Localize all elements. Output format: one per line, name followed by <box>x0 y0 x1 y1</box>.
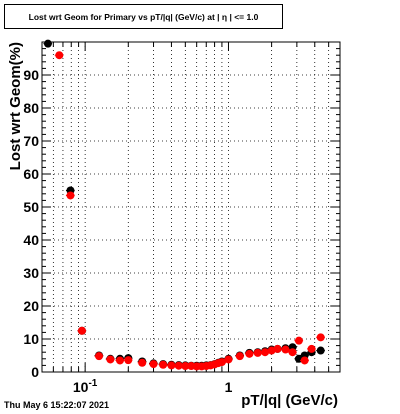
y-tick-label: 0 <box>31 364 39 380</box>
y-tick-label: 40 <box>23 232 39 248</box>
data-point-red <box>167 361 176 370</box>
x-tick-label: 10-1 <box>73 378 98 395</box>
data-point-red <box>300 356 309 365</box>
data-point-red <box>224 355 233 364</box>
data-point-red <box>95 352 104 361</box>
y-tick-label: 60 <box>23 166 39 182</box>
y-tick-label: 20 <box>23 298 39 314</box>
y-tick-label: 50 <box>23 199 39 215</box>
data-point-red <box>106 355 115 364</box>
data-point-black <box>316 346 325 355</box>
data-point-red <box>235 352 244 361</box>
chart-title: Lost wrt Geom for Primary vs pT/|q| (GeV… <box>4 4 283 29</box>
y-axis-title: Lost wrt Geom(%) <box>7 42 24 170</box>
data-point-red <box>261 348 270 357</box>
data-point-red <box>55 51 64 60</box>
data-point-red <box>273 344 282 353</box>
x-tick-label: 1 <box>225 379 233 395</box>
data-point-red <box>245 349 254 358</box>
y-tick-label: 70 <box>23 133 39 149</box>
data-point-red <box>115 356 124 365</box>
data-point-red <box>138 358 147 367</box>
data-point-red <box>174 361 183 370</box>
data-point-red <box>307 344 316 353</box>
data-point-red <box>217 358 226 367</box>
data-point-red <box>253 348 262 357</box>
data-point-red <box>124 356 133 365</box>
y-tick-label: 80 <box>23 100 39 116</box>
grid-layer <box>41 42 341 372</box>
data-point-red <box>159 360 168 369</box>
data-point-red <box>316 333 325 342</box>
timestamp: Thu May 6 15:22:07 2021 <box>4 400 110 410</box>
data-point-red <box>66 191 75 200</box>
y-tick-label: 10 <box>23 331 39 347</box>
x-axis-title: pT/|q| (GeV/c) <box>241 392 338 409</box>
axis-layer: 0 10 20 30 40 50 60 70 80 90 10-1 1 <box>23 42 341 395</box>
data-point-black <box>43 39 52 48</box>
marks-layer <box>43 39 325 371</box>
y-tick-label: 30 <box>23 265 39 281</box>
data-point-red <box>149 360 158 369</box>
data-point-red <box>294 336 303 345</box>
y-tick-label: 90 <box>23 67 39 83</box>
data-point-red <box>77 326 86 335</box>
data-point-red <box>281 345 290 354</box>
data-point-red <box>288 348 297 357</box>
data-point-red <box>181 362 190 371</box>
